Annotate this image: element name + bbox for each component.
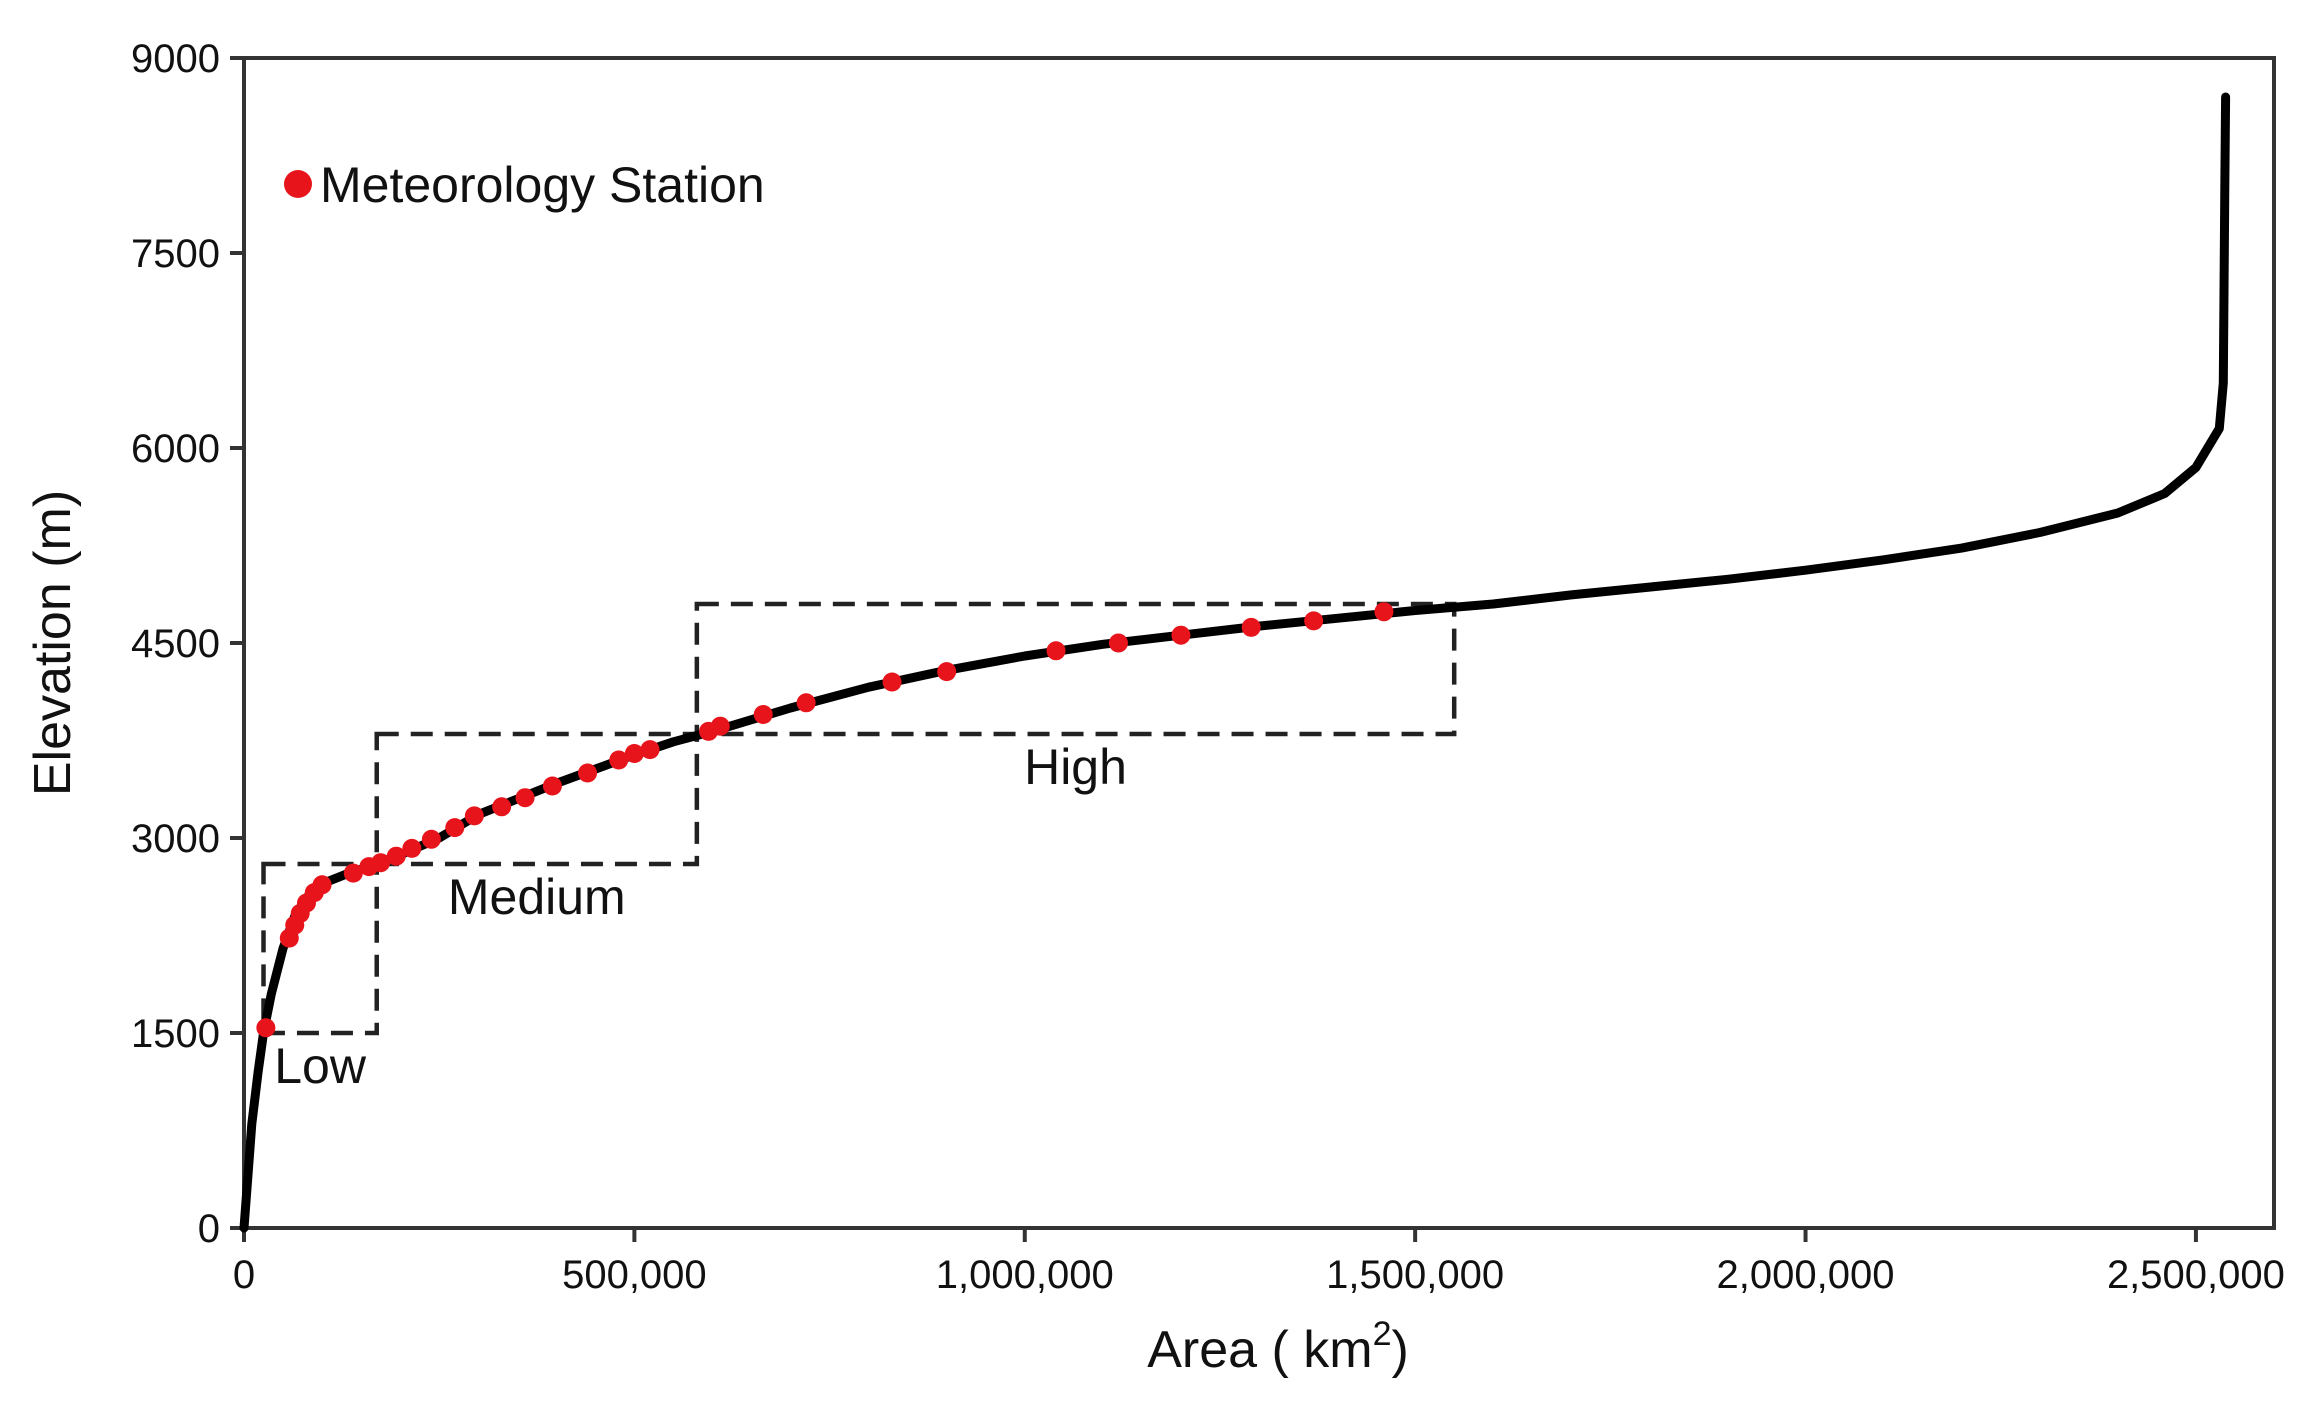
y-axis: 0 1500 3000 4500 6000 7500 9000 xyxy=(131,37,244,1251)
station-point xyxy=(578,763,598,783)
region-label-low: Low xyxy=(274,1038,367,1094)
station-point xyxy=(640,740,660,760)
station-point xyxy=(464,806,484,826)
x-axis-title-close: ) xyxy=(1391,1321,1408,1379)
station-point xyxy=(492,797,512,817)
legend-marker xyxy=(284,170,312,198)
x-tick-label: 1,500,000 xyxy=(1326,1253,1504,1297)
station-point xyxy=(312,875,332,895)
station-point xyxy=(1171,625,1191,645)
plot-frame xyxy=(242,56,2276,1230)
station-point xyxy=(753,705,773,724)
region-box-high xyxy=(694,601,1457,737)
region-label-high: High xyxy=(1024,739,1127,795)
station-point xyxy=(882,672,902,692)
station-point xyxy=(796,693,816,713)
y-tick-label: 9000 xyxy=(131,37,220,81)
y-axis-title: Elevation (m) xyxy=(24,490,82,796)
station-point xyxy=(256,1018,276,1038)
y-tick-label: 1500 xyxy=(131,1012,220,1056)
y-tick-label: 0 xyxy=(198,1207,220,1251)
x-tick-label: 2,500,000 xyxy=(2107,1253,2285,1297)
elevation-regions: Low Medium High xyxy=(261,601,1457,1094)
station-point xyxy=(1241,617,1261,637)
station-point xyxy=(1304,611,1324,631)
station-point xyxy=(710,716,730,736)
station-point xyxy=(1108,633,1128,653)
legend-label: Meteorology Station xyxy=(320,157,765,213)
x-axis-title-main: Area ( km xyxy=(1147,1321,1372,1379)
region-box-low xyxy=(261,861,379,1036)
region-box-medium xyxy=(374,731,700,867)
station-point xyxy=(937,662,957,682)
station-point xyxy=(371,853,391,873)
y-tick-label: 4500 xyxy=(131,622,220,666)
region-label-medium: Medium xyxy=(448,869,626,925)
hypsometric-curve xyxy=(239,92,2231,1233)
x-tick-label: 1,000,000 xyxy=(936,1253,1114,1297)
station-point xyxy=(421,829,441,849)
x-axis-title-sup: 2 xyxy=(1373,1315,1392,1353)
meteorology-stations xyxy=(256,602,1394,1038)
y-tick-label: 3000 xyxy=(131,817,220,861)
x-axis-title: Area ( km2) xyxy=(1147,1315,1409,1379)
station-point xyxy=(1374,602,1394,622)
station-point xyxy=(1046,641,1066,661)
station-point xyxy=(402,838,422,858)
station-point xyxy=(445,818,465,838)
y-tick-label: 7500 xyxy=(131,232,220,276)
x-tick-label: 2,000,000 xyxy=(1717,1253,1895,1297)
station-point xyxy=(542,776,562,796)
station-point xyxy=(515,788,535,808)
station-point xyxy=(624,744,644,763)
x-axis: 0 500,000 1,000,000 1,500,000 2,000,000 2,500… xyxy=(233,1228,2285,1297)
y-tick-label: 6000 xyxy=(131,427,220,471)
legend: Meteorology Station xyxy=(284,157,765,213)
station-point xyxy=(386,846,406,866)
x-tick-label: 0 xyxy=(233,1253,255,1297)
x-tick-label: 500,000 xyxy=(562,1253,707,1297)
station-point xyxy=(343,863,363,883)
station-point xyxy=(609,750,629,770)
